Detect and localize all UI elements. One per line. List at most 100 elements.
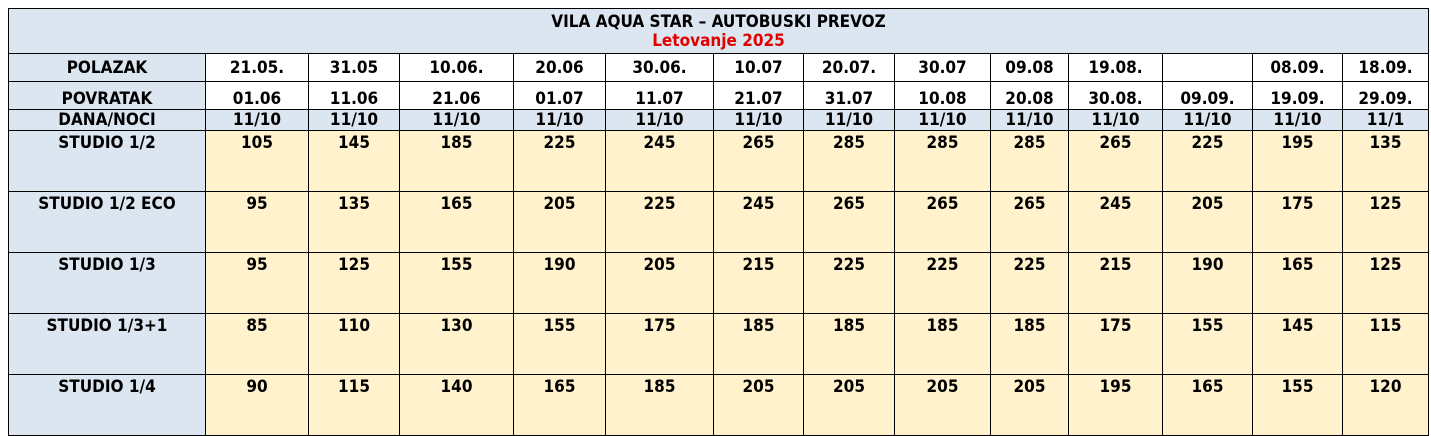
price-cell: 190 <box>1162 252 1253 314</box>
price-cell: 285 <box>990 130 1069 192</box>
price-cell: 125 <box>308 252 400 314</box>
povratak-date-cell: 11.06 <box>308 81 400 110</box>
price-cell: 265 <box>990 191 1069 253</box>
polazak-date-cell: 21.05. <box>205 53 309 82</box>
dana-noci-cell: 11/10 <box>894 109 991 131</box>
price-cell: 245 <box>1068 191 1163 253</box>
price-table: VILA AQUA STAR – AUTOBUSKI PREVOZ Letova… <box>8 8 1429 436</box>
room-type-label: STUDIO 1/3 <box>8 252 206 314</box>
dana-noci-cell: 11/10 <box>1252 109 1343 131</box>
price-cell: 225 <box>513 130 606 192</box>
povratak-date-cell: 20.08 <box>990 81 1069 110</box>
price-cell: 225 <box>803 252 895 314</box>
price-cell: 215 <box>1068 252 1163 314</box>
price-cell: 265 <box>1068 130 1163 192</box>
price-cell: 165 <box>1252 252 1343 314</box>
price-row: STUDIO 1/4 90 115 140 165 185 205 205 205 205 195 1… <box>8 374 1429 436</box>
polazak-date-cell <box>1162 53 1253 82</box>
povratak-date-cell: 29.09. <box>1342 81 1429 110</box>
povratak-date-cell: 19.09. <box>1252 81 1343 110</box>
price-cell: 285 <box>803 130 895 192</box>
price-cell: 130 <box>399 313 514 375</box>
price-cell: 245 <box>605 130 714 192</box>
polazak-date-cell: 20.06 <box>513 53 606 82</box>
dana-noci-cell: 11/1 <box>1342 109 1429 131</box>
polazak-row: POLAZAK 21.05. 31.05 10.06. 20.06 30.06. 10.0… <box>8 53 1429 82</box>
dana-noci-cell: 11/10 <box>1162 109 1253 131</box>
price-cell: 185 <box>990 313 1069 375</box>
price-cell: 145 <box>308 130 400 192</box>
povratak-date-cell: 30.08. <box>1068 81 1163 110</box>
price-cell: 185 <box>605 374 714 436</box>
room-type-label: STUDIO 1/2 <box>8 130 206 192</box>
polazak-date-cell: 30.07 <box>894 53 991 82</box>
price-cell: 195 <box>1252 130 1343 192</box>
dana-noci-cell: 11/10 <box>605 109 714 131</box>
povratak-date-cell: 10.08 <box>894 81 991 110</box>
price-row: STUDIO 1/2 105 145 185 225 245 265 285 285 285 265… <box>8 130 1429 192</box>
price-cell: 185 <box>803 313 895 375</box>
price-cell: 120 <box>1342 374 1429 436</box>
polazak-date-cell: 30.06. <box>605 53 714 82</box>
povratak-date-cell: 01.07 <box>513 81 606 110</box>
dana-noci-row: DANA/NOCI 11/10 11/10 11/10 11/10 11/10 11/10… <box>8 109 1429 131</box>
price-cell: 155 <box>1252 374 1343 436</box>
price-cell: 115 <box>1342 313 1429 375</box>
price-cell: 185 <box>399 130 514 192</box>
price-cell: 205 <box>990 374 1069 436</box>
price-cell: 165 <box>1162 374 1253 436</box>
price-cell: 175 <box>1068 313 1163 375</box>
dana-noci-cell: 11/10 <box>713 109 804 131</box>
title-row: VILA AQUA STAR – AUTOBUSKI PREVOZ Letova… <box>8 8 1429 54</box>
price-cell: 205 <box>605 252 714 314</box>
room-type-label: STUDIO 1/2 ECO <box>8 191 206 253</box>
table-title: VILA AQUA STAR – AUTOBUSKI PREVOZ <box>551 11 886 32</box>
price-cell: 215 <box>713 252 804 314</box>
price-cell: 165 <box>399 191 514 253</box>
povratak-date-cell: 09.09. <box>1162 81 1253 110</box>
price-cell: 95 <box>205 191 309 253</box>
dana-noci-cell: 11/10 <box>205 109 309 131</box>
price-cell: 95 <box>205 252 309 314</box>
povratak-date-cell: 11.07 <box>605 81 714 110</box>
price-cell: 190 <box>513 252 606 314</box>
polazak-label: POLAZAK <box>8 53 206 82</box>
povratak-date-cell: 21.07 <box>713 81 804 110</box>
price-row: STUDIO 1/3 95 125 155 190 205 215 225 225 225 215 1… <box>8 252 1429 314</box>
polazak-date-cell: 18.09. <box>1342 53 1429 82</box>
dana-noci-cell: 11/10 <box>399 109 514 131</box>
dana-noci-cell: 11/10 <box>1068 109 1163 131</box>
price-cell: 225 <box>894 252 991 314</box>
price-cell: 205 <box>894 374 991 436</box>
price-cell: 185 <box>713 313 804 375</box>
povratak-date-cell: 01.06 <box>205 81 309 110</box>
price-cell: 185 <box>894 313 991 375</box>
dana-noci-cell: 11/10 <box>513 109 606 131</box>
price-cell: 205 <box>513 191 606 253</box>
price-cell: 245 <box>713 191 804 253</box>
price-cell: 125 <box>1342 252 1429 314</box>
price-cell: 265 <box>713 130 804 192</box>
price-cell: 135 <box>308 191 400 253</box>
price-cell: 205 <box>713 374 804 436</box>
price-cell: 110 <box>308 313 400 375</box>
price-cell: 205 <box>1162 191 1253 253</box>
price-cell: 115 <box>308 374 400 436</box>
price-row: STUDIO 1/3+1 85 110 130 155 175 185 185 185 185 17… <box>8 313 1429 375</box>
price-cell: 165 <box>513 374 606 436</box>
price-cell: 225 <box>990 252 1069 314</box>
price-cell: 145 <box>1252 313 1343 375</box>
room-type-label: STUDIO 1/3+1 <box>8 313 206 375</box>
price-row: STUDIO 1/2 ECO 95 135 165 205 225 245 265 265 265… <box>8 191 1429 253</box>
price-cell: 135 <box>1342 130 1429 192</box>
price-cell: 105 <box>205 130 309 192</box>
price-cell: 90 <box>205 374 309 436</box>
polazak-date-cell: 31.05 <box>308 53 400 82</box>
price-cell: 265 <box>803 191 895 253</box>
polazak-date-cell: 10.07 <box>713 53 804 82</box>
title-cell: VILA AQUA STAR – AUTOBUSKI PREVOZ Letova… <box>8 8 1429 54</box>
povratak-date-cell: 31.07 <box>803 81 895 110</box>
price-cell: 225 <box>605 191 714 253</box>
price-cell: 155 <box>399 252 514 314</box>
price-cell: 155 <box>513 313 606 375</box>
